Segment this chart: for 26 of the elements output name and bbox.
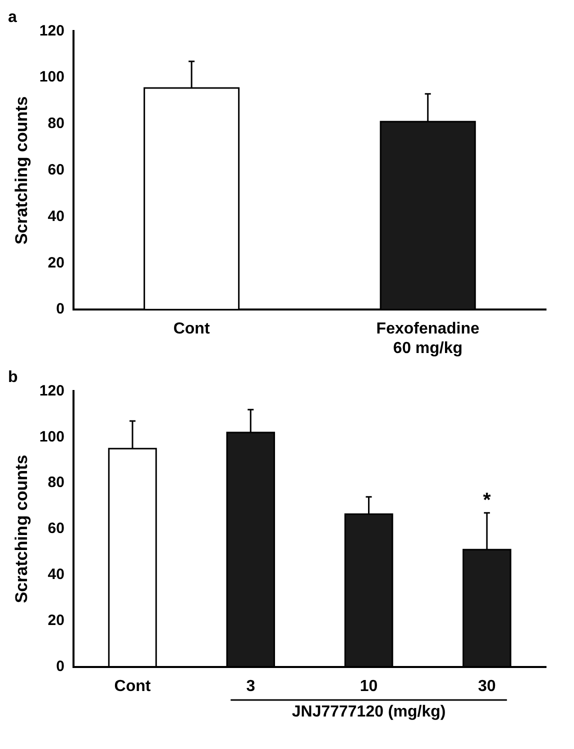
y-axis-title: Scratching counts bbox=[12, 454, 31, 604]
chart-title: b bbox=[8, 369, 18, 386]
y-tick-label: 40 bbox=[48, 566, 64, 584]
x-tick-label: Cont bbox=[173, 320, 210, 338]
y-tick-label: 0 bbox=[56, 658, 64, 675]
x-axis-title: JNJ7777120 (mg/kg) bbox=[292, 703, 446, 720]
y-tick-label: 0 bbox=[56, 300, 64, 318]
y-tick-label: 20 bbox=[48, 254, 64, 272]
y-tick-label: 20 bbox=[48, 612, 64, 630]
chart-title: a bbox=[8, 9, 17, 26]
x-tick-label: 3 bbox=[246, 678, 256, 695]
x-tick-label: 10 bbox=[360, 678, 378, 695]
x-tick-label: Fexofenadine 60 mg/kg bbox=[376, 320, 480, 357]
y-tick-label: 80 bbox=[48, 115, 64, 132]
y-tick-label: 40 bbox=[48, 208, 64, 225]
annotation: * bbox=[483, 489, 492, 512]
y-tick-label: 100 bbox=[39, 428, 64, 446]
y-tick-label: 100 bbox=[39, 68, 64, 86]
x-tick-label: 30 bbox=[478, 678, 496, 695]
y-tick-label: 120 bbox=[39, 22, 64, 40]
y-tick-label: 60 bbox=[48, 162, 64, 179]
x-tick-label: Cont bbox=[114, 678, 152, 695]
y-tick-label: 60 bbox=[48, 520, 64, 538]
y-tick-label: 120 bbox=[39, 382, 64, 400]
y-axis-title: Scratching counts bbox=[12, 96, 31, 245]
y-tick-label: 80 bbox=[48, 474, 64, 492]
